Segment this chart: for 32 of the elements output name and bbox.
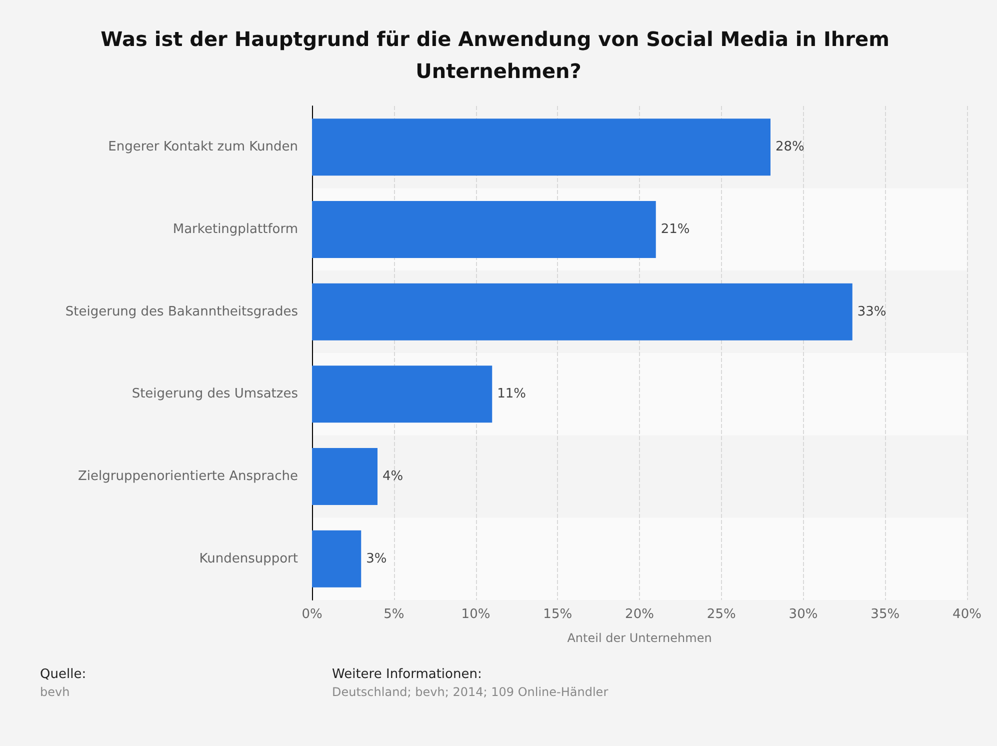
x-tick-label: 25% (706, 607, 736, 622)
chart-title: Was ist der Hauptgrund für die Anwendung von Social Media in Ihrem Unternehmen? (100, 27, 896, 83)
bar (312, 366, 492, 423)
x-tick-label: 5% (384, 607, 404, 622)
x-axis-title: Anteil der Unternehmen (567, 631, 712, 645)
bar (312, 118, 770, 176)
y-tick-label: Kundensupport (199, 551, 298, 566)
y-tick-label: Steigerung des Umsatzes (132, 386, 298, 402)
data-label: 28% (776, 140, 804, 155)
y-tick-label: Zielgruppenorientierte Ansprache (78, 469, 298, 484)
x-tick-label: 10% (461, 607, 490, 622)
source-note: Quelle: (40, 667, 86, 682)
y-tick-label: Engerer Kontakt zum Kunden (108, 140, 298, 155)
bar (312, 448, 378, 505)
x-tick-label: 40% (952, 607, 982, 622)
data-label: 21% (660, 222, 690, 237)
x-tick-label: 30% (788, 607, 818, 622)
x-tick-label: 20% (625, 607, 654, 622)
text: Deutschland; bevh; 2014; 109 Online-Händler (332, 685, 608, 699)
y-tick-label: Marketingplattform (172, 222, 298, 237)
text: Weitere Informationen: (332, 667, 482, 682)
text: bevh (40, 685, 70, 699)
y-tick-label: Steigerung des Bakanntheitsgrades (65, 304, 298, 320)
bar (312, 201, 656, 258)
data-label: 3% (366, 551, 387, 566)
data-label: 11% (497, 386, 526, 402)
bar (312, 530, 362, 588)
data-label: 4% (382, 469, 404, 484)
x-tick-label: 0% (302, 607, 322, 622)
data-label: 33% (857, 304, 886, 320)
x-tick-label: 35% (870, 607, 900, 622)
x-tick-label: 15% (543, 607, 572, 622)
